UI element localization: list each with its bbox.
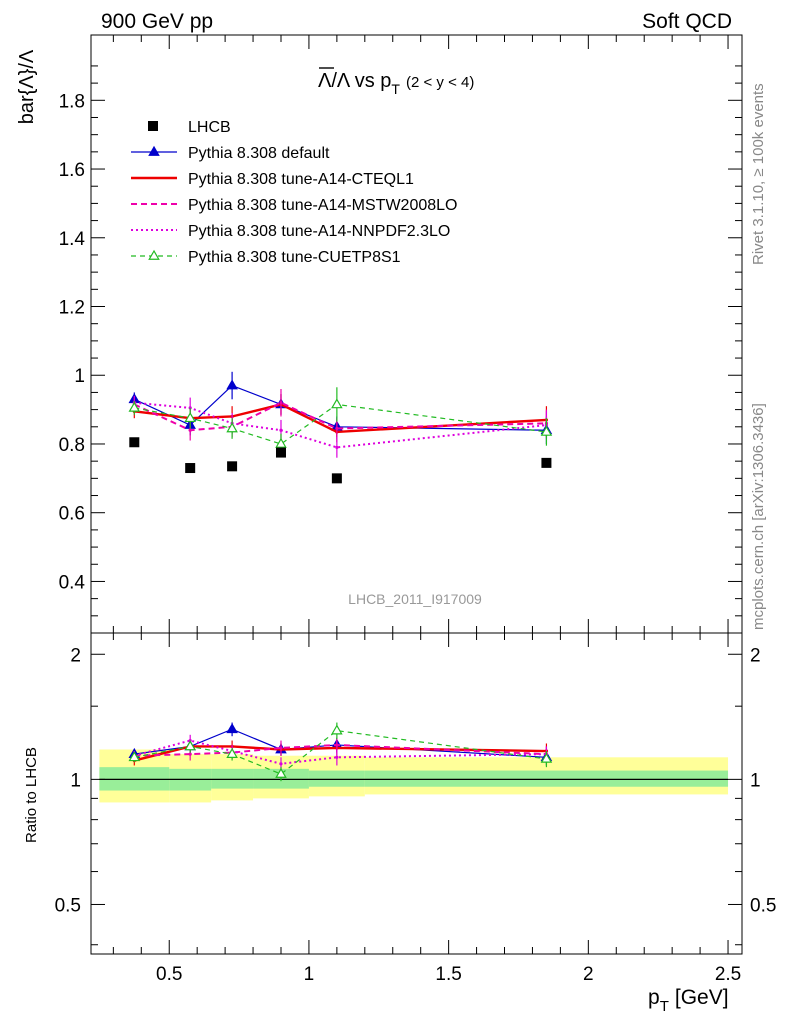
rivet-label: Rivet 3.1.10, ≥ 100k events [750,83,767,265]
main-ytick-label-5: 1.4 [59,229,86,250]
main-ytick-label-4: 1.2 [59,298,85,319]
legend-entry-5: Pythia 8.308 tune-CUETP8S1 [131,249,401,266]
main-series-2-point-3 [279,401,283,405]
ratio-series-4-point-1 [184,740,196,751]
x-axis-label: pT [GeV] [648,986,729,1015]
ratio-xtick-label-3: 2 [583,964,594,985]
ratio-series-2-point-3 [279,746,283,750]
ratio-series-3-point-4 [335,755,339,759]
header-right-title: Soft QCD [642,10,732,33]
lhcb-data [129,437,552,484]
plot-title-range: (2 < y < 4) [406,74,474,91]
legend-label-5: Pythia 8.308 tune-CUETP8S1 [188,249,401,266]
mcplots-label: mcplots.cern.ch [arXiv:1306.3436] [750,403,767,630]
legend-marker-0 [148,121,158,131]
ratio-xtick-label-1: 1 [304,964,315,985]
lhcb-point-2 [227,461,238,472]
plot-title-sub: T [391,81,400,97]
ratio-stat-band-2 [211,768,254,789]
lhcb-point-1 [185,463,196,474]
main-series-0-point-2 [226,379,238,390]
ratio-series-4-point-0 [128,751,141,762]
main-ylabel: bar{Λ}/Λ [16,49,38,124]
main-series-3-point-4 [335,445,339,450]
main-series-3-point-3 [279,428,283,432]
main-ytick-label-7: 1.8 [59,91,85,112]
ratio-frame [90,632,743,955]
legend-label-4: Pythia 8.308 tune-A14-NNPDF2.3LO [188,223,450,240]
watermark: LHCB_2011_I917009 [348,591,482,607]
ratio-series-4-point-5 [540,752,553,763]
legend-entry-4: Pythia 8.308 tune-A14-NNPDF2.3LO [131,223,450,240]
ratio-xtick-label-0: 0.5 [156,964,182,985]
legend-entry-3: Pythia 8.308 tune-A14-MSTW2008LO [131,197,457,214]
ratio-ytick-label-1: 1 [70,770,81,791]
ratio-series-4-line [134,729,547,775]
main-ytick-label-1: 0.6 [59,504,85,525]
ratio-series-2-line [134,743,547,757]
main-series-4-point-2 [226,422,238,433]
main-series-1 [132,394,549,443]
main-ytick-label-6: 1.6 [59,160,85,181]
main-series-3-line [134,401,547,449]
ratio-xtick-label-2: 1.5 [435,964,461,985]
legend-entry-1: Pythia 8.308 default [131,145,330,162]
main-series-4-point-0 [128,401,141,412]
ratio-ytick-label-right-0: 0.5 [750,895,776,916]
lhcb-point-5 [541,457,552,468]
plot-title: Λ/Λ vs pT (2 < y < 4) [318,70,474,97]
ratio-series-2-point-4 [335,743,339,747]
ratio-ytick-label-right-1: 1 [750,770,761,791]
lhcb-point-0 [129,437,140,448]
ratio-ylabel: Ratio to LHCB [23,747,40,843]
ratio-ytick-label-2: 2 [70,645,81,666]
main-ytick-label-3: 1 [74,366,85,387]
legend-marker-5 [148,249,160,260]
x-axis-label-main: p [648,986,660,1009]
ratio-series-3-line [134,739,547,765]
ratio-series-3-point-3 [279,762,283,766]
header-left-title: 900 GeV pp [101,10,213,33]
ratio-series-4 [128,722,553,782]
ratio-panel: 0.5 0.5 1 1 2 2 0.5 1 1.5 2 2.5 Ratio to LHCB pT [G… [23,632,776,1015]
legend-label-0: LHCB [188,119,231,136]
x-axis-label-unit: [GeV] [675,986,729,1009]
lhcb-point-3 [275,447,286,458]
legend-label-2: Pythia 8.308 tune-A14-CTEQL1 [188,171,414,188]
main-series-4 [128,387,553,455]
ratio-xtick-label-4: 2.5 [715,964,741,985]
main-series-4-point-1 [184,411,196,423]
main-series-2-point-1 [188,428,192,432]
ratio-ytick-label-right-2: 2 [750,645,761,666]
legend-entry-0: LHCB [148,119,231,136]
main-series-4-line [134,403,547,445]
ratio-series-4-point-3 [275,767,287,778]
legend-label-1: Pythia 8.308 default [188,145,330,162]
ratio-stat-band-4 [308,770,365,787]
main-ytick-label-0: 0.4 [59,572,86,593]
main-series-4-point-4 [331,398,343,409]
ratio-series-4-point-4 [331,724,343,735]
main-series-4-point-3 [275,437,287,448]
main-panel: 0.4 0.6 0.8 1 1.2 1.4 1.6 1.8 Λ/Λ vs pT (2 < y <… [16,34,743,634]
main-series-2-point-4 [335,426,339,431]
legend-label-3: Pythia 8.308 tune-A14-MSTW2008LO [188,197,457,214]
ratio-stat-band-5 [364,770,729,787]
x-axis-label-sub: T [660,998,669,1015]
legend-marker-1 [148,145,160,156]
plot-title-main: Λ/Λ vs p [318,70,391,92]
lhcb-point-4 [331,473,342,484]
ratio-series-4-point-2 [226,747,238,758]
ratio-series-2-point-1 [188,752,192,756]
legend-entry-2: Pythia 8.308 tune-A14-CTEQL1 [131,171,414,188]
main-series-2-line [133,401,547,432]
ratio-series-0-point-2 [226,723,238,734]
main-ytick-label-2: 0.8 [59,435,85,456]
ratio-ytick-label-0: 0.5 [55,895,81,916]
main-series-4-point-5 [540,425,553,436]
